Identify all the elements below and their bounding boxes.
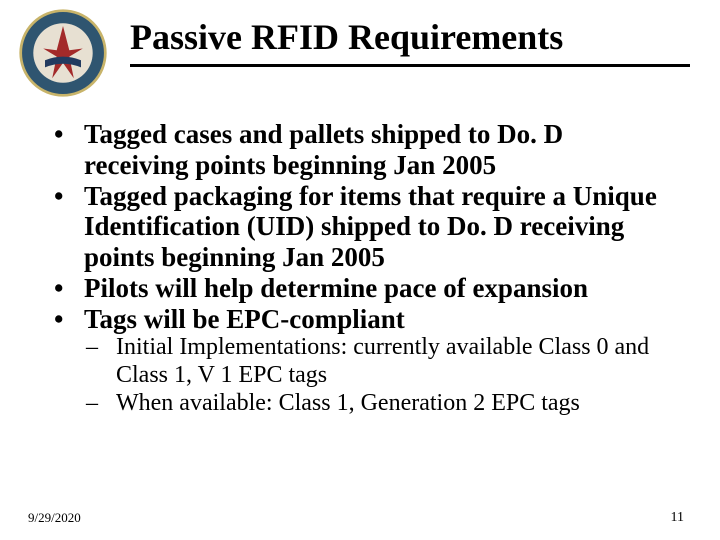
seal-logo (18, 8, 108, 98)
bullet-item: Tags will be EPC-compliant (46, 304, 674, 335)
slide: Passive RFID Requirements Tagged cases a… (0, 0, 720, 540)
bullet-list: Tagged cases and pallets shipped to Do. … (46, 119, 674, 334)
sub-bullet-item: Initial Implementations: currently avail… (46, 334, 674, 390)
slide-body: Tagged cases and pallets shipped to Do. … (0, 67, 720, 418)
sub-bullet-item: When available: Class 1, Generation 2 EP… (46, 390, 674, 418)
sub-bullet-list: Initial Implementations: currently avail… (46, 334, 674, 417)
title-underline (130, 64, 690, 67)
bullet-item: Pilots will help determine pace of expan… (46, 273, 674, 304)
slide-header: Passive RFID Requirements (0, 0, 720, 67)
footer-date: 9/29/2020 (28, 510, 81, 526)
slide-title: Passive RFID Requirements (130, 16, 690, 58)
footer-slide-number: 11 (671, 510, 684, 526)
bullet-item: Tagged cases and pallets shipped to Do. … (46, 119, 674, 181)
bullet-item: Tagged packaging for items that require … (46, 181, 674, 273)
